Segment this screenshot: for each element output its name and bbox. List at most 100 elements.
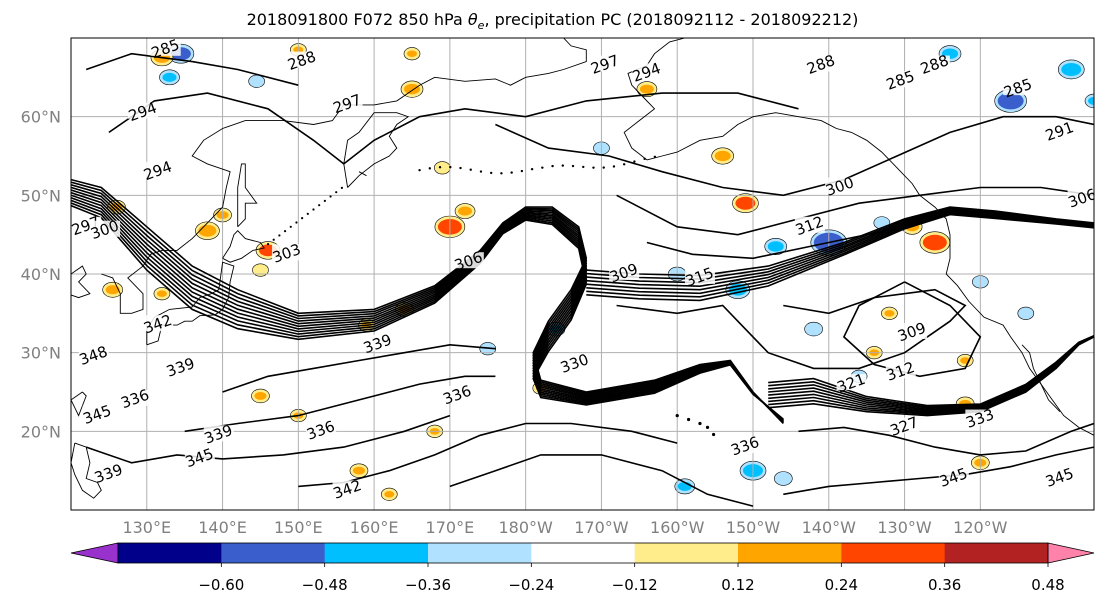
- colorbar-segment: [428, 543, 532, 563]
- theta-e-contour: [184, 375, 496, 433]
- contour-label-bg: [287, 51, 318, 68]
- contour-label-bg: [82, 405, 113, 422]
- lat-tick-label: 40°N: [21, 265, 61, 284]
- island-dot: [686, 417, 691, 422]
- precip-patch: [156, 290, 167, 297]
- theta-e-contour: [449, 454, 754, 507]
- precip-patch: [1020, 310, 1031, 317]
- precip-patch: [407, 50, 417, 57]
- title-sub: e: [477, 19, 485, 33]
- coastline: [623, 38, 685, 161]
- contour-label-bg: [889, 417, 920, 434]
- island-dot: [340, 186, 344, 189]
- island-dot: [418, 168, 421, 172]
- precip-patch: [458, 206, 473, 216]
- longitude-labels: 130°E 140°E 150°E 160°E 170°E 180°W 170°W 160°W…: [122, 518, 1007, 537]
- lon-tick-label: 140°W: [802, 518, 857, 537]
- contour-label-bg: [1044, 468, 1075, 485]
- coastline: [146, 261, 235, 346]
- precip-patch: [876, 219, 887, 227]
- lat-tick-label: 50°N: [21, 186, 61, 205]
- coastline: [71, 391, 87, 417]
- precip-patch: [777, 474, 790, 483]
- colorbar-tick-label: 0.36: [928, 576, 961, 594]
- colorbar-segment: [634, 543, 739, 563]
- theta-e-contour: [85, 414, 451, 464]
- lat-tick-label: 30°N: [21, 344, 61, 363]
- island-dot: [698, 421, 702, 426]
- coastlines: [71, 38, 1094, 499]
- lat-tick-label: 60°N: [21, 108, 61, 127]
- colorbar-segment: [841, 543, 946, 563]
- coastline: [646, 112, 1094, 436]
- colorbar-tick-label: 0.24: [825, 576, 858, 594]
- theta-e-contour: [85, 52, 299, 86]
- island-dot: [438, 166, 442, 169]
- lat-tick-label: 20°N: [21, 422, 61, 441]
- theta-e-contour: [71, 186, 784, 423]
- colorbar-tick-label: 0.48: [1031, 576, 1064, 594]
- precip-patch: [639, 84, 654, 94]
- island-dot: [278, 234, 281, 237]
- title-suffix: , precipitation PC (2018092112 - 2018092…: [484, 10, 859, 29]
- island-dot: [541, 166, 544, 169]
- lon-tick-label: 150°E: [274, 518, 323, 537]
- coastline: [71, 442, 102, 499]
- colorbar-segment: [944, 543, 1049, 563]
- contour-label-bg: [127, 102, 158, 119]
- island-dot: [500, 172, 503, 175]
- contour-label-bg: [332, 94, 363, 111]
- island-dot: [266, 243, 270, 246]
- precip-patch: [437, 164, 448, 172]
- contour-label-bg: [93, 464, 124, 481]
- title-prefix: 2018091800 F072 850 hPa: [246, 10, 468, 29]
- theta-e-contour: [71, 194, 784, 422]
- coastline: [343, 112, 410, 188]
- contour-label-bg: [332, 480, 363, 497]
- precip-patch: [1061, 62, 1082, 76]
- contour-label-bg: [806, 55, 837, 72]
- precip-patch: [997, 92, 1024, 110]
- lon-tick-label: 170°W: [574, 518, 629, 537]
- precip-patch: [1088, 97, 1094, 105]
- theta-e-contour: [222, 343, 496, 393]
- contour-label-bg: [885, 71, 916, 88]
- theta-e-contour: [616, 186, 1094, 236]
- island-dot: [510, 171, 513, 174]
- theta-e-contour: [71, 199, 784, 421]
- island-dot: [306, 212, 309, 215]
- theta-e-contour: [71, 178, 784, 425]
- contour-label-bg: [897, 323, 928, 339]
- island-dot: [329, 195, 332, 198]
- theta-e-contour: [586, 209, 1094, 288]
- island-dot: [295, 221, 298, 224]
- theta-e-contour: [71, 202, 784, 421]
- contour-label-bg: [730, 437, 761, 454]
- precip-patch: [105, 285, 120, 295]
- lon-tick-label: 140°E: [198, 518, 247, 537]
- precip-patch: [384, 491, 395, 498]
- contour-label-bg: [885, 362, 916, 379]
- theta-e-contour: [71, 191, 784, 422]
- island-dot: [653, 155, 657, 159]
- island-dot: [301, 217, 304, 220]
- theta-e-contour: [646, 226, 905, 260]
- island-dot: [675, 414, 679, 418]
- island-dot: [602, 166, 605, 169]
- precip-patch: [714, 150, 731, 162]
- contour-label-bg: [609, 264, 640, 280]
- colorbar-segment: [738, 543, 842, 563]
- lon-tick-label: 130°E: [122, 518, 171, 537]
- island-dot: [283, 230, 287, 233]
- contour-label-bg: [184, 448, 215, 465]
- theta-e-contour: [586, 208, 1094, 284]
- island-dot: [459, 166, 462, 170]
- contour-label-bg: [143, 161, 174, 178]
- coastline: [358, 171, 367, 177]
- colorbar-tick-label: −0.48: [302, 576, 348, 594]
- title-theta: θ: [467, 10, 478, 29]
- contour-label-bg: [165, 358, 196, 375]
- theta-e-contour: [586, 206, 1094, 277]
- island-dot: [479, 170, 483, 173]
- island-dot: [428, 167, 432, 170]
